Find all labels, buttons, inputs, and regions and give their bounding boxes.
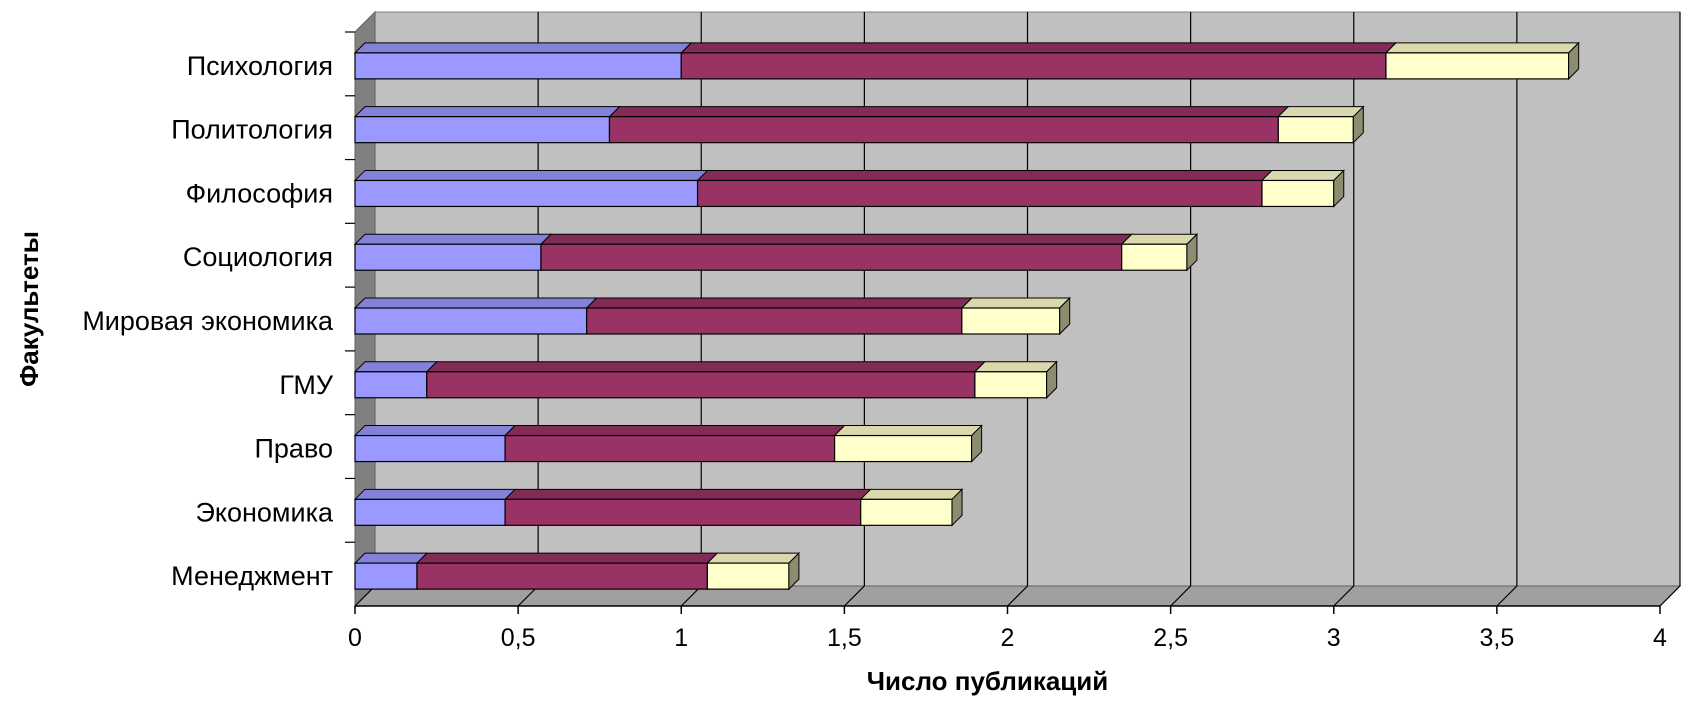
- bar-top: [415, 552, 719, 564]
- bar-side: [1046, 360, 1058, 399]
- x-tick-label: 1,5: [827, 624, 862, 652]
- bar-segment: [426, 371, 976, 399]
- bar-top: [680, 42, 1398, 54]
- floor-gridline: [843, 585, 865, 607]
- category-label: Психология: [187, 51, 333, 81]
- category-label: Политология: [171, 115, 333, 145]
- bar-segment: [680, 52, 1387, 80]
- floor-gridline: [1007, 585, 1028, 607]
- bar-top: [425, 361, 987, 373]
- bar-segment: [974, 371, 1048, 399]
- bar-side: [1333, 169, 1345, 208]
- bars: [353, 41, 1580, 591]
- bar-top: [1384, 42, 1580, 54]
- bar-top: [353, 169, 709, 181]
- floor-gridline: [1496, 585, 1518, 607]
- bar-top: [539, 233, 1133, 245]
- floor-gridline: [1170, 585, 1192, 607]
- bar-side: [1186, 233, 1198, 272]
- floor-gridline: [1659, 585, 1681, 607]
- y-axis-title: Факультеты: [14, 231, 44, 387]
- category-label: Философия: [186, 178, 333, 208]
- bar-segment: [586, 307, 963, 335]
- bar-side: [1568, 41, 1580, 81]
- x-tick-label: 0,5: [501, 624, 536, 652]
- x-tick-label: 2,5: [1153, 624, 1188, 652]
- bar-top: [1260, 169, 1345, 181]
- bar-top: [353, 425, 517, 437]
- category-label: Экономика: [195, 497, 334, 527]
- bar-top: [353, 552, 429, 564]
- bar-top: [353, 42, 693, 54]
- bar-segment: [504, 498, 862, 526]
- bar-segment: [961, 307, 1061, 335]
- bar-segment: [540, 243, 1123, 271]
- bar-segment: [1121, 243, 1188, 271]
- category-label: Социология: [183, 242, 333, 272]
- bar-top: [585, 297, 974, 309]
- bar-segment: [1277, 116, 1354, 144]
- bar-segment: [354, 371, 428, 399]
- bar-top: [859, 488, 964, 500]
- category-label: ГМУ: [279, 370, 333, 400]
- bar-segment: [504, 434, 836, 463]
- x-tick-label: 3,5: [1479, 624, 1514, 652]
- bar-side: [951, 488, 963, 527]
- bar-side: [971, 424, 983, 463]
- floor-gridline: [1333, 585, 1355, 607]
- bar-segment: [354, 243, 542, 271]
- bar-top: [353, 106, 621, 118]
- bar-segment: [608, 116, 1279, 144]
- bar-segment: [706, 562, 790, 590]
- bar-segment: [833, 434, 973, 463]
- category-label: Мировая экономика: [82, 306, 334, 336]
- bar-top: [353, 297, 598, 309]
- axes: 0 0,5 1 1,5 2 2,5 3 3,5 4 Психология Политология Фи…: [82, 31, 1667, 652]
- bar-segment: [1385, 52, 1570, 80]
- bar-top: [608, 106, 1290, 118]
- bar-segment: [354, 116, 611, 144]
- bar-segment: [354, 562, 418, 590]
- bar-top: [353, 233, 553, 245]
- bar-top: [696, 169, 1274, 181]
- bar-segment: [860, 498, 953, 526]
- bar-segment: [354, 52, 682, 80]
- x-tick-label: 4: [1653, 624, 1667, 652]
- bar-segment: [354, 307, 588, 335]
- x-axis-title: Число публикаций: [867, 666, 1109, 696]
- bar-top: [503, 488, 872, 500]
- x-tick-label: 1: [674, 624, 688, 652]
- category-label: Менеджмент: [171, 561, 333, 591]
- category-label: Право: [255, 434, 334, 464]
- bar-top: [973, 361, 1058, 373]
- bar-segment: [354, 498, 506, 526]
- x-tick-label: 3: [1327, 624, 1341, 652]
- bar-top: [503, 425, 846, 437]
- bar-top: [833, 425, 983, 437]
- bar-top: [353, 361, 438, 373]
- bar-top: [960, 297, 1071, 309]
- bar-segment: [354, 434, 506, 463]
- bar-top: [353, 488, 517, 500]
- bar-side: [1059, 296, 1071, 336]
- bar-top: [706, 552, 801, 564]
- bar-side: [788, 551, 800, 591]
- bar-top: [1120, 233, 1199, 245]
- bar-segment: [354, 179, 699, 208]
- x-tick-label: 0: [348, 624, 362, 652]
- x-tick-label: 2: [1001, 624, 1015, 652]
- bar-segment: [696, 179, 1263, 208]
- bar-segment: [1261, 179, 1335, 208]
- bar-top: [1277, 106, 1365, 118]
- bar-segment: [416, 562, 708, 590]
- bar-side: [1352, 105, 1364, 144]
